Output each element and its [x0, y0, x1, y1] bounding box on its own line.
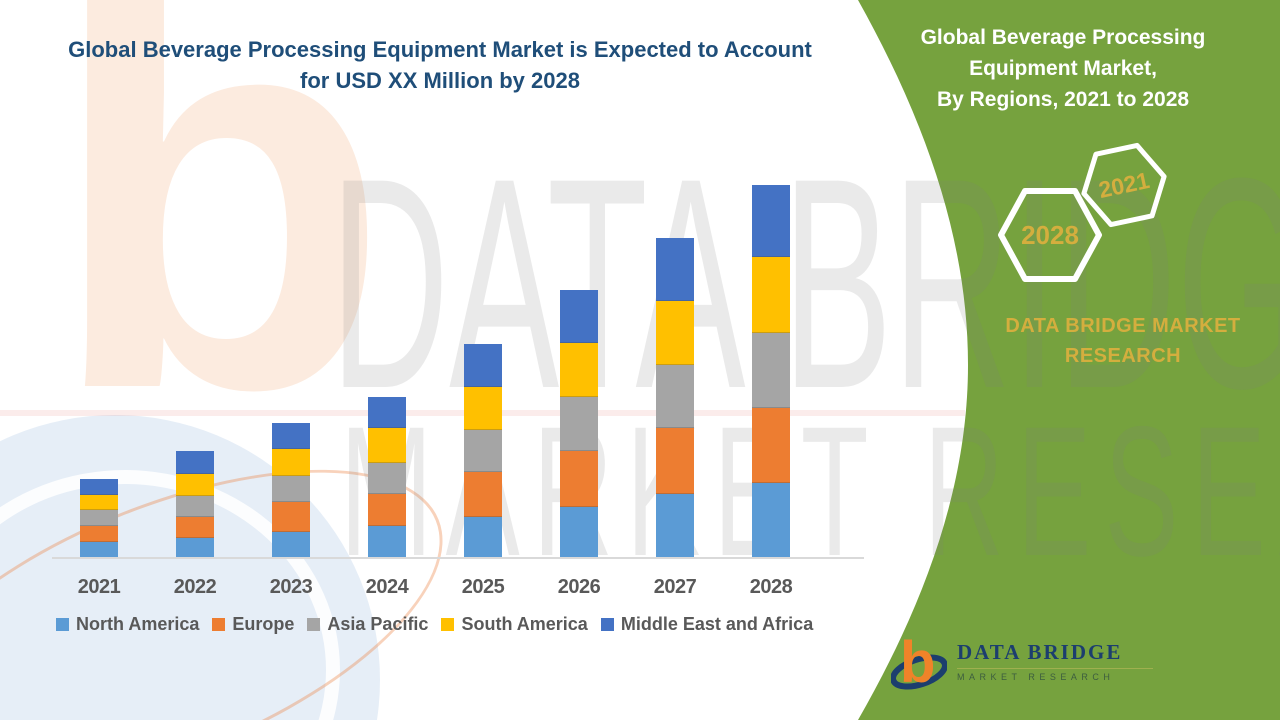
bar-segment-europe-2026	[560, 451, 598, 507]
logo-mark-letter: b	[900, 630, 935, 690]
bar-segment-asia-pacific-2026	[560, 397, 598, 451]
bar-segment-europe-2025	[464, 472, 502, 517]
bar-segment-middle-east-and-africa-2026	[560, 290, 598, 343]
bar-segment-south-america-2026	[560, 343, 598, 397]
bar-segment-south-america-2028	[752, 257, 790, 333]
bar-segment-north-america-2022	[176, 538, 214, 558]
bar-segment-south-america-2027	[656, 301, 694, 365]
bar-segment-asia-pacific-2028	[752, 333, 790, 408]
bar-segment-asia-pacific-2023	[272, 476, 310, 502]
bar-segment-north-america-2026	[560, 507, 598, 558]
x-tick-2026: 2026	[557, 576, 601, 598]
bar-segment-europe-2028	[752, 408, 790, 483]
bar-segment-south-america-2023	[272, 449, 310, 476]
bar-segment-middle-east-and-africa-2027	[656, 238, 694, 301]
bar-segment-europe-2027	[656, 428, 694, 494]
bar-segment-asia-pacific-2027	[656, 365, 694, 428]
bar-segment-middle-east-and-africa-2021	[80, 479, 118, 495]
bar-segment-europe-2023	[272, 502, 310, 532]
hexagon-2021-outline	[1081, 142, 1167, 228]
x-tick-2023: 2023	[269, 576, 313, 598]
bar-segment-south-america-2025	[464, 387, 502, 430]
legend-label: Europe	[232, 614, 295, 634]
x-tick-2028: 2028	[749, 576, 793, 598]
bar-segment-asia-pacific-2024	[368, 463, 406, 494]
bar-segment-north-america-2028	[752, 483, 790, 558]
x-axis-line	[52, 557, 864, 559]
legend-label: Middle East and Africa	[620, 614, 814, 634]
x-tick-2021: 2021	[77, 576, 121, 598]
logo-subtitle: MARKET RESEARCH	[957, 672, 1115, 682]
legend-label: South America	[461, 614, 588, 634]
company-logo: b DATA BRIDGE MARKET RESEARCH	[891, 628, 1153, 690]
bar-segment-europe-2021	[80, 526, 118, 542]
hexagon-2028-outline	[998, 188, 1102, 282]
logo-name: DATA BRIDGE	[957, 640, 1123, 664]
bar-segment-north-america-2027	[656, 494, 694, 558]
green-panel-path	[858, 0, 1280, 720]
legend-item-north-america: North America	[56, 614, 199, 635]
logo-mark-icon: b	[891, 630, 947, 690]
legend-marker-icon	[441, 618, 455, 631]
brand-text: DATA BRIDGE MARKET RESEARCH	[1005, 315, 1241, 367]
chart-title-line2: for USD XX Million by 2028	[300, 68, 580, 93]
x-tick-2025: 2025	[461, 576, 505, 598]
bar-segment-asia-pacific-2025	[464, 430, 502, 472]
bar-segment-middle-east-and-africa-2024	[368, 397, 406, 428]
bar-segment-middle-east-and-africa-2025	[464, 344, 502, 387]
bar-segment-middle-east-and-africa-2028	[752, 185, 790, 257]
x-tick-2022: 2022	[173, 576, 217, 598]
x-tick-2024: 2024	[365, 576, 409, 598]
hexagon-2028: 2028	[998, 188, 1102, 282]
side-panel-title-line2: Equipment Market,	[969, 57, 1157, 80]
legend: North America Europe Asia Pacific South Ame…	[56, 614, 846, 635]
legend-item-europe: Europe	[212, 614, 294, 635]
logo-texts: DATA BRIDGE MARKET RESEARCH	[957, 628, 1153, 682]
chart-title: Global Beverage Processing Equipment Mar…	[20, 34, 860, 96]
bar-segment-asia-pacific-2021	[80, 510, 118, 526]
bar-segment-europe-2022	[176, 517, 214, 538]
side-panel-title: Global Beverage Processing Equipment Mar…	[893, 22, 1233, 115]
legend-item-south-america: South America	[441, 614, 588, 635]
chart-title-line1: Global Beverage Processing Equipment Mar…	[68, 37, 812, 62]
logo-divider-line	[957, 668, 1153, 669]
bar-segment-south-america-2024	[368, 428, 406, 463]
bar-segment-north-america-2021	[80, 542, 118, 558]
bar-segment-north-america-2025	[464, 517, 502, 558]
legend-item-asia-pacific: Asia Pacific	[307, 614, 428, 635]
legend-item-middle-east-and-africa: Middle East and Africa	[600, 614, 814, 635]
bar-segment-europe-2024	[368, 494, 406, 526]
legend-marker-icon	[56, 618, 69, 631]
hexagon-2021: 2021	[1073, 138, 1175, 233]
legend-marker-icon	[600, 618, 614, 631]
legend-label: Asia Pacific	[327, 614, 429, 634]
legend-marker-icon	[212, 618, 226, 631]
legend-marker-icon	[307, 618, 321, 631]
hexagon-2028-label: 2028	[1021, 219, 1079, 250]
bar-segment-middle-east-and-africa-2022	[176, 451, 214, 474]
watermark-b-letter: b	[48, 0, 391, 505]
legend-label: North America	[76, 614, 200, 634]
x-tick-2027: 2027	[653, 576, 697, 598]
bar-segment-asia-pacific-2022	[176, 496, 214, 517]
bar-segment-middle-east-and-africa-2023	[272, 423, 310, 449]
bar-segment-north-america-2023	[272, 532, 310, 558]
bar-segment-north-america-2024	[368, 526, 406, 558]
bar-segment-south-america-2022	[176, 474, 214, 496]
bar-segment-south-america-2021	[80, 495, 118, 510]
side-panel-title-line1: Global Beverage Processing	[920, 26, 1206, 49]
side-panel-title-line3: By Regions, 2021 to 2028	[936, 88, 1190, 111]
